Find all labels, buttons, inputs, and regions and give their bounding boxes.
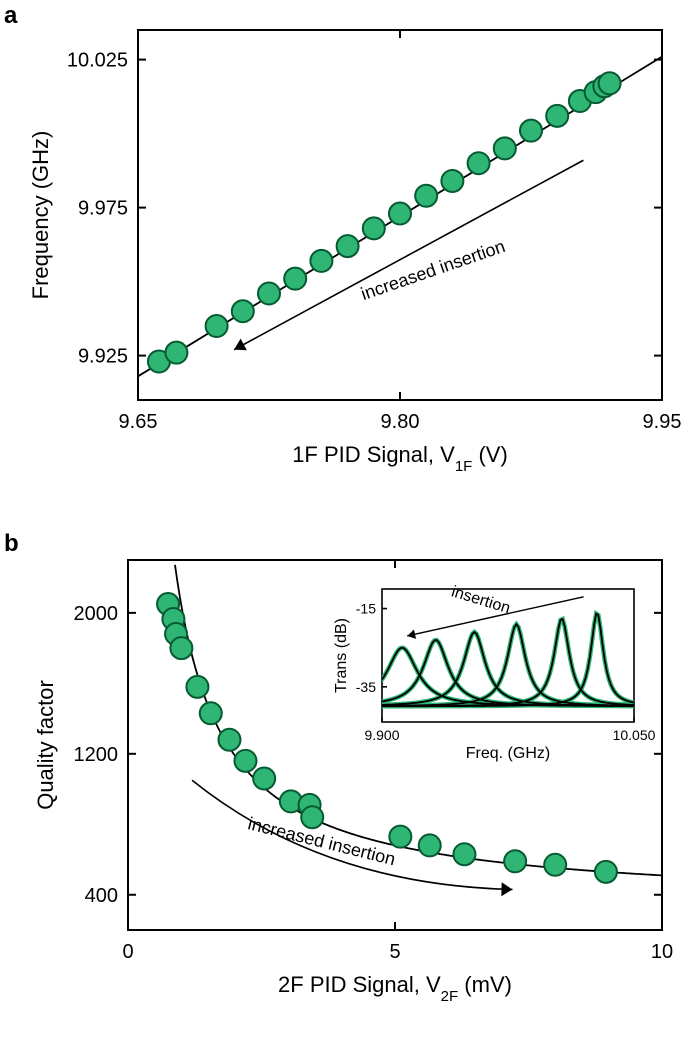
panel-a-ylabel: Frequency (GHz) [28,131,53,300]
data-point [363,217,385,239]
data-point [284,268,306,290]
data-point [468,152,490,174]
ytick-label: 2000 [74,603,119,625]
ytick-label: 9.925 [78,346,128,368]
data-point [595,861,617,883]
data-point [546,105,568,127]
inset-ytick: -35 [356,679,376,695]
data-point [441,170,463,192]
data-point [200,702,222,724]
inset-ylabel: Trans (dB) [333,618,350,693]
inset-xtick: 9.900 [364,727,399,743]
data-point [504,850,526,872]
panel-a-xlabel: 1F PID Signal, V1F (V) [292,442,508,475]
data-point [453,843,475,865]
data-point [218,729,240,751]
xtick-label: 0 [122,941,133,963]
ytick-label: 400 [85,885,118,907]
data-point [337,235,359,257]
panel-b-ylabel: Quality factor [33,680,58,810]
xtick-label: 9.65 [119,411,158,433]
data-point [520,120,542,142]
data-point [206,315,228,337]
inset-ytick: -15 [356,601,376,617]
data-point [389,203,411,225]
ytick-label: 1200 [74,744,119,766]
ytick-label: 9.975 [78,198,128,220]
data-point [301,806,323,828]
data-point [186,676,208,698]
data-point [494,137,516,159]
ytick-label: 10.025 [67,50,128,72]
data-point [310,250,332,272]
panel-b-svg: 0 5 10 400 1200 2000 2F PID Signal, V2F (mV) Qu… [0,530,700,1050]
data-point [419,834,441,856]
panel-b-xlabel: 2F PID Signal, V2F (mV) [278,972,512,1005]
figure-root: a9.659.809.959.9259.97510.0251F PID Sign… [0,0,700,1043]
data-point [232,300,254,322]
data-point [544,854,566,876]
data-point [253,767,275,789]
inset-xlabel: Freq. (GHz) [466,745,550,762]
data-point [389,826,411,848]
data-point [258,282,280,304]
inset-xtick: 10.050 [613,727,656,743]
panel-a-svg: 9.65 9.80 9.95 9.925 9.975 10.025 1F PID Signa… [0,0,700,500]
data-point [165,342,187,364]
xtick-label: 9.95 [643,411,682,433]
data-point [170,637,192,659]
xtick-label: 9.80 [381,411,420,433]
data-point [599,72,621,94]
xtick-label: 10 [651,941,673,963]
data-point [234,750,256,772]
data-point [415,185,437,207]
xtick-label: 5 [389,941,400,963]
